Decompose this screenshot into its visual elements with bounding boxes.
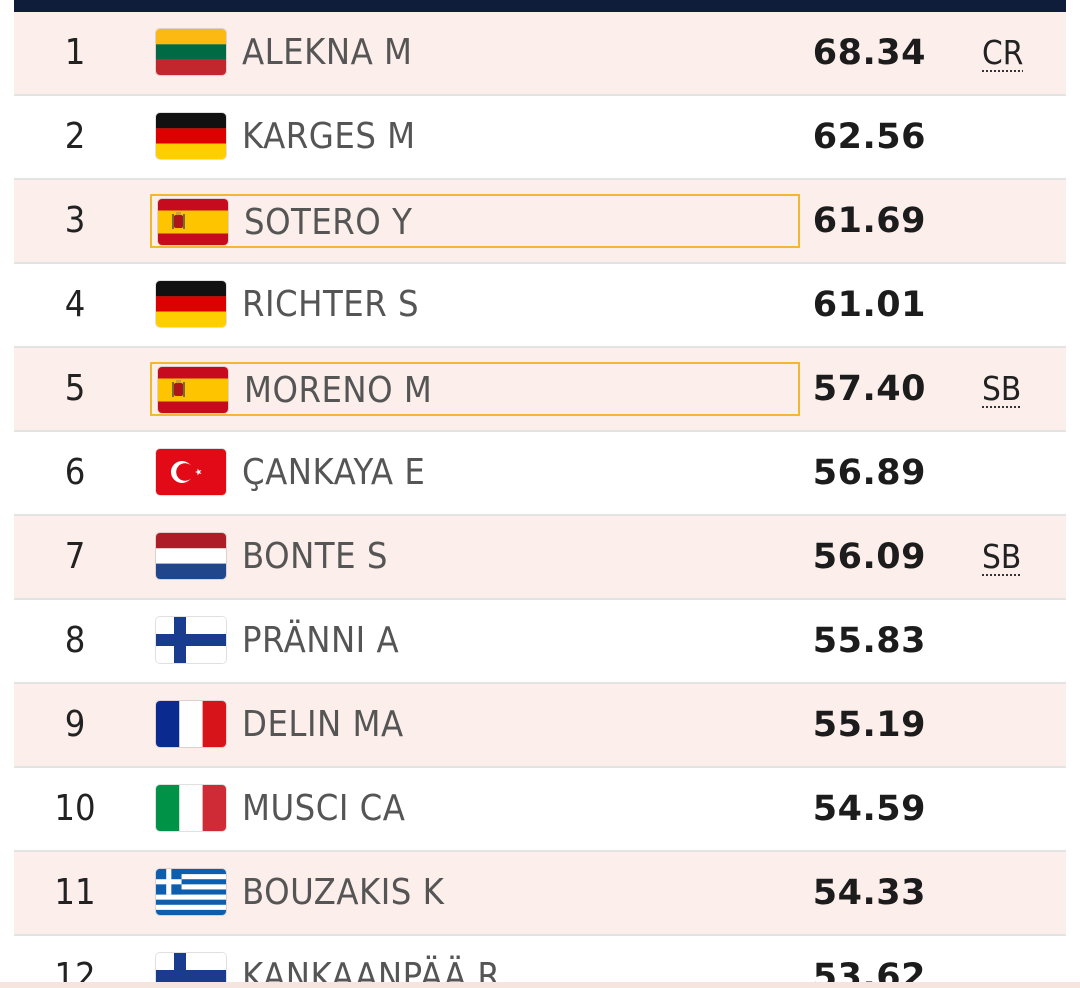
athlete-name[interactable]: PRÄNNI A <box>242 620 400 661</box>
rank-label: 4 <box>64 284 86 325</box>
france-flag-icon <box>156 701 226 747</box>
results-table: 1 ALEKNA M 68.34 CR 2 KARGES M 62.56 3 S… <box>14 12 1066 988</box>
rank-label: 2 <box>64 116 86 157</box>
athlete-name[interactable]: KARGES M <box>242 116 416 157</box>
result-mark: 54.33 <box>812 873 926 913</box>
spain-flag-icon <box>158 367 228 413</box>
rank-label: 6 <box>64 452 86 493</box>
athlete-name[interactable]: ALEKNA M <box>242 32 413 73</box>
result-mark: 56.09 <box>812 537 926 577</box>
header-bar <box>14 0 1066 12</box>
bottom-divider <box>0 982 1080 988</box>
result-row-2[interactable]: 2 KARGES M 62.56 <box>14 96 1066 180</box>
result-mark: 62.56 <box>812 117 926 157</box>
athlete-name[interactable]: BONTE S <box>242 536 388 577</box>
rank-label: 7 <box>64 536 86 577</box>
result-row-11[interactable]: 11 BOUZAKIS K 54.33 <box>14 852 1066 936</box>
result-mark: 61.01 <box>812 285 926 325</box>
result-mark: 55.83 <box>812 621 926 661</box>
athlete-cell[interactable]: DELIN MA <box>150 698 800 752</box>
rank-label: 10 <box>54 788 96 829</box>
result-mark: 61.69 <box>812 201 926 241</box>
result-mark: 55.19 <box>812 705 926 745</box>
record-note-label[interactable]: SB <box>982 369 1022 408</box>
result-mark: 53.62 <box>812 957 926 988</box>
rank-label: 1 <box>64 32 86 73</box>
result-row-8[interactable]: 8 PRÄNNI A 55.83 <box>14 600 1066 684</box>
athlete-cell[interactable]: MUSCI CA <box>150 782 800 836</box>
result-row-6[interactable]: 6 ÇANKAYA E 56.89 <box>14 432 1066 516</box>
result-row-7[interactable]: 7 BONTE S 56.09 SB <box>14 516 1066 600</box>
athlete-name[interactable]: BOUZAKIS K <box>242 872 445 913</box>
rank-label: 12 <box>54 956 96 988</box>
athlete-cell[interactable]: KARGES M <box>150 110 800 164</box>
record-note[interactable]: SB <box>982 516 1021 598</box>
result-row-3[interactable]: 3 SOTERO Y 61.69 <box>14 180 1066 264</box>
athlete-name[interactable]: RICHTER S <box>242 284 420 325</box>
result-mark: 68.34 <box>812 33 926 73</box>
record-note[interactable]: CR <box>982 12 1023 94</box>
result-row-1[interactable]: 1 ALEKNA M 68.34 CR <box>14 12 1066 96</box>
athlete-cell[interactable]: ALEKNA M <box>150 26 800 80</box>
result-mark: 57.40 <box>812 369 926 409</box>
germany-flag-icon <box>156 281 226 327</box>
result-mark: 56.89 <box>812 453 926 493</box>
finland-flag-icon <box>156 617 226 663</box>
rank-label: 9 <box>64 704 86 745</box>
athlete-cell[interactable]: BONTE S <box>150 530 800 584</box>
athlete-cell[interactable]: ÇANKAYA E <box>150 446 800 500</box>
germany-flag-icon <box>156 113 226 159</box>
athlete-cell[interactable]: BOUZAKIS K <box>150 866 800 920</box>
rank-label: 3 <box>64 200 86 241</box>
athlete-name[interactable]: SOTERO Y <box>244 202 413 243</box>
athlete-name[interactable]: MUSCI CA <box>242 788 406 829</box>
lithuania-flag-icon <box>156 29 226 75</box>
record-note[interactable]: SB <box>982 348 1021 430</box>
netherlands-flag-icon <box>156 533 226 579</box>
athlete-name[interactable]: DELIN MA <box>242 704 404 745</box>
greece-flag-icon <box>156 869 226 915</box>
result-row-4[interactable]: 4 RICHTER S 61.01 <box>14 264 1066 348</box>
athlete-name[interactable]: ÇANKAYA E <box>242 452 426 493</box>
rank-label: 5 <box>64 368 86 409</box>
record-note-label[interactable]: SB <box>982 537 1022 576</box>
result-mark: 54.59 <box>812 789 926 829</box>
result-row-10[interactable]: 10 MUSCI CA 54.59 <box>14 768 1066 852</box>
athlete-name[interactable]: MORENO M <box>244 370 433 411</box>
athlete-cell[interactable]: MORENO M <box>150 362 800 416</box>
record-note-label[interactable]: CR <box>982 33 1024 72</box>
athlete-cell[interactable]: RICHTER S <box>150 278 800 332</box>
athlete-cell[interactable]: PRÄNNI A <box>150 614 800 668</box>
athlete-cell[interactable]: SOTERO Y <box>150 194 800 248</box>
result-row-12[interactable]: 12 KANKAANPÄÄ R 53.62 <box>14 936 1066 988</box>
result-row-9[interactable]: 9 DELIN MA 55.19 <box>14 684 1066 768</box>
turkey-flag-icon <box>156 449 226 495</box>
italy-flag-icon <box>156 785 226 831</box>
spain-flag-icon <box>158 199 228 245</box>
result-row-5[interactable]: 5 MORENO M 57.40 SB <box>14 348 1066 432</box>
rank-label: 8 <box>64 620 86 661</box>
rank-label: 11 <box>54 872 96 913</box>
